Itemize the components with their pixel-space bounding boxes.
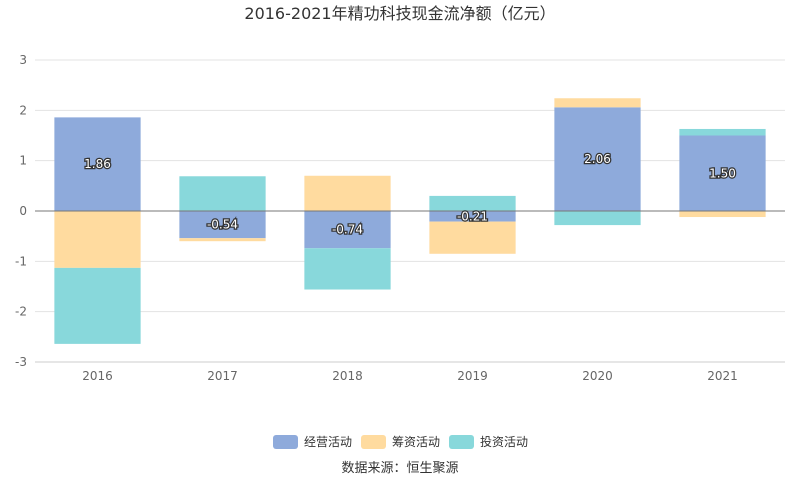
bar-2016-0	[54, 117, 141, 211]
x-tick-label: 2018	[332, 369, 363, 383]
bar-2017-0	[179, 211, 266, 239]
axes: -3 -2 -1 0 1 2 3 2016 2017 2018 2019 2020 2021	[15, 53, 785, 383]
y-tick-label: 0	[19, 204, 27, 218]
x-tick-label: 2016	[82, 369, 113, 383]
y-tick-label: -3	[15, 355, 27, 369]
legend-label[interactable]: 筹资活动	[392, 435, 440, 449]
x-tick-label: 2019	[457, 369, 488, 383]
source-note: 数据来源：恒生聚源	[341, 461, 458, 476]
bar-2021-0	[679, 135, 766, 211]
legend-label[interactable]: 经营活动	[304, 435, 352, 449]
legend-swatch[interactable]	[361, 435, 386, 449]
x-tick-label: 2020	[582, 369, 613, 383]
bar-2018-0	[304, 211, 391, 249]
bar-2017-1	[179, 238, 266, 242]
legend: 经营活动 筹资活动 投资活动	[273, 434, 528, 449]
data-label-2016: 1.86	[84, 157, 111, 171]
bar-2019-2	[429, 195, 516, 211]
bar-2018-1	[304, 175, 391, 211]
bar-2020-0	[554, 107, 641, 211]
data-label-2017: -0.54	[207, 218, 238, 232]
data-label-2018: -0.74	[332, 223, 363, 237]
bar-2021-1	[679, 211, 766, 218]
bar-2021-2	[679, 128, 766, 136]
legend-label[interactable]: 投资活动	[480, 434, 528, 449]
bars	[54, 98, 766, 344]
bar-2019-0	[429, 211, 516, 222]
data-label-2019: -0.21	[457, 209, 488, 223]
bar-2016-2	[54, 267, 141, 344]
x-tick-label: 2021	[707, 369, 738, 383]
data-labels: 1.86 -0.54 -0.74 -0.21 2.06 1.50	[83, 151, 737, 238]
x-tick-label: 2017	[207, 369, 238, 383]
y-tick-label: -1	[15, 254, 27, 268]
y-tick-label: 2	[19, 103, 27, 117]
bar-2020-2	[554, 211, 641, 226]
bar-2019-1	[429, 221, 516, 254]
chart-title: 2016-2021年精功科技现金流净额（亿元）	[244, 4, 555, 23]
bar-2018-2	[304, 248, 391, 290]
y-tick-label: 1	[19, 154, 27, 168]
legend-swatch[interactable]	[449, 435, 474, 449]
bar-2016-1	[54, 211, 141, 268]
y-tick-label: -2	[15, 305, 27, 319]
bar-2017-2	[179, 176, 266, 211]
data-label-2020: 2.06	[584, 152, 611, 166]
legend-swatch[interactable]	[273, 435, 298, 449]
data-label-2021: 1.50	[709, 166, 736, 180]
bar-2020-1	[554, 98, 641, 108]
y-tick-label: 3	[19, 53, 27, 67]
